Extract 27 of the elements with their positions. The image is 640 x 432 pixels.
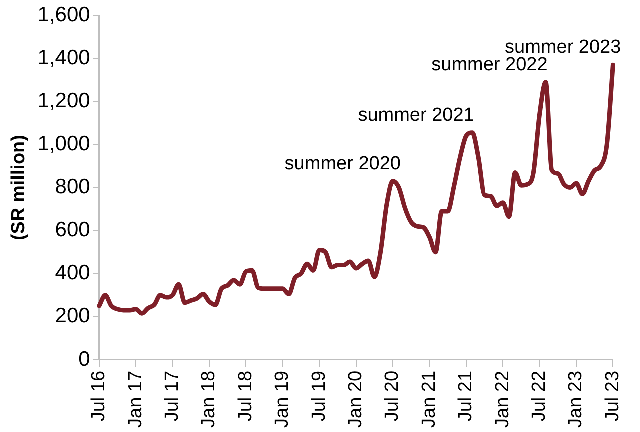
x-tick-label: Jan 20 — [346, 370, 367, 428]
x-tick-label: Jan 21 — [418, 370, 440, 428]
x-tick-label: Jul 23 — [602, 370, 624, 422]
y-tick-label: 200 — [55, 304, 90, 328]
x-tick-label: Jan 18 — [198, 370, 220, 428]
x-tick-label: Jan 17 — [125, 370, 146, 428]
x-tick-label: Jul 17 — [162, 370, 183, 422]
x-tick-label: Jul 19 — [308, 370, 330, 422]
x-tick-label: Jan 19 — [272, 370, 294, 428]
y-tick-label: 400 — [55, 262, 90, 285]
x-tick-label: Jan 23 — [566, 370, 587, 428]
annotation: summer 2021 — [358, 104, 474, 126]
x-tick-label: Jul 18 — [235, 370, 256, 422]
x-tick-label: Jul 22 — [529, 370, 550, 422]
x-tick-label: Jan 22 — [492, 370, 514, 428]
y-tick-label: 1,000 — [38, 132, 90, 156]
y-tick-label: 1,600 — [38, 3, 90, 26]
y-tick-label: 0 — [78, 348, 90, 371]
y-tick-label: 600 — [55, 218, 90, 242]
x-tick-label: Jul 21 — [456, 370, 477, 422]
y-axis-title: (SR million) — [8, 134, 30, 241]
y-tick-label: 1,200 — [38, 89, 90, 112]
x-tick-label: Jul 20 — [382, 370, 404, 422]
x-tick-label: Jul 16 — [88, 370, 110, 422]
annotation: summer 2020 — [284, 153, 401, 174]
y-tick-label: 1,400 — [38, 46, 90, 70]
y-tick-label: 800 — [55, 176, 90, 199]
